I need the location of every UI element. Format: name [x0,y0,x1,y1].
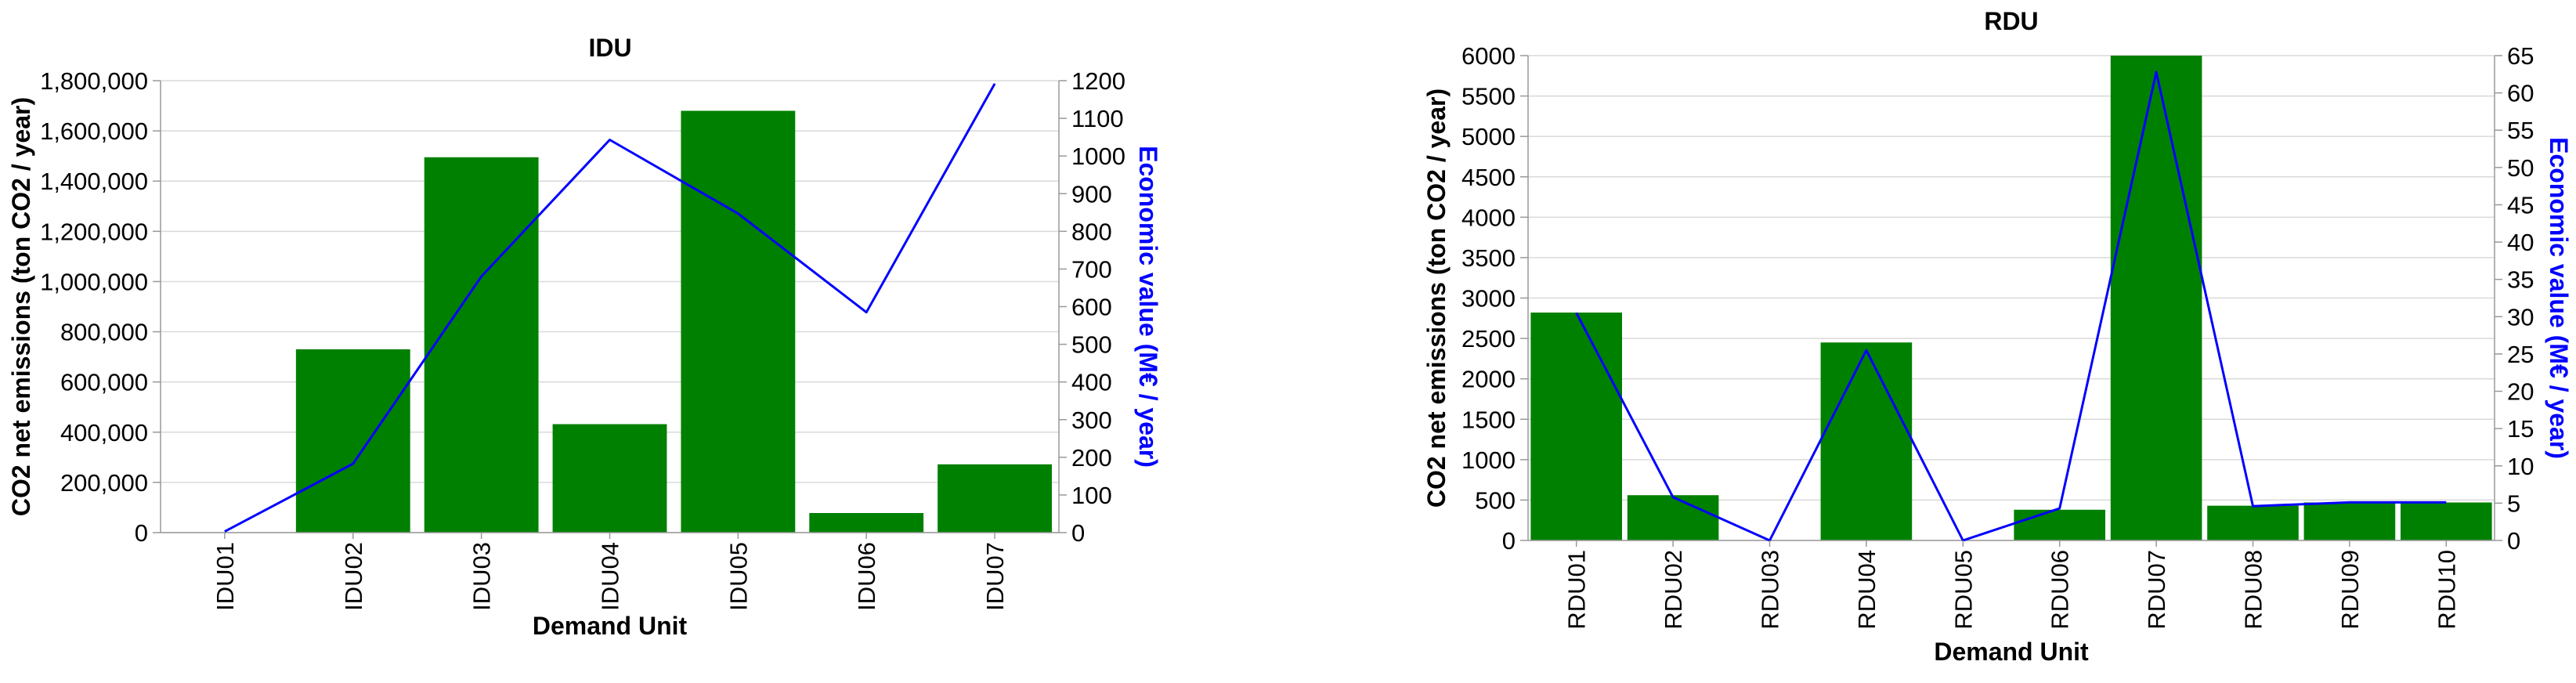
y-tick-label: 1,200,000 [40,218,148,245]
y2-tick-label: 1100 [1071,105,1124,132]
x-tick-label-rdu03: RDU03 [1757,550,1784,630]
y-tick-label: 1500 [1461,406,1516,433]
x-tick-label-rdu02: RDU02 [1660,550,1687,630]
y2-tick-label: 40 [2507,229,2534,256]
y2-tick-label: 60 [2507,80,2534,107]
y2-tick-label: 100 [1071,482,1112,509]
bar-rdu08 [2207,505,2299,540]
rdu-chart-panel: 0500100015002000250030003500400045005000… [1422,7,2573,666]
bar-idu05 [681,110,796,533]
x-tick-label-idu07: IDU07 [981,542,1009,611]
y2-tick-label: 800 [1071,218,1112,245]
idu-chart-panel: 0 200,000 400,000 600,000 800,000 1,000,000 1,… [7,34,1162,640]
x-tick-label-rdu04: RDU04 [1853,550,1881,630]
y-tick-label: 0 [135,519,148,547]
y2-tick-label: 55 [2507,117,2534,144]
chart-title: RDU [1984,7,2038,35]
bar-rdu07 [2110,56,2202,540]
y2-tick-label: 45 [2507,191,2534,219]
y2-tick-label: 1200 [1071,67,1125,95]
chart-title: IDU [588,34,631,62]
x-tick-label-idu04: IDU04 [597,542,624,611]
y-tick-label: 400,000 [60,419,148,446]
y-axis-label: CO2 net emissions (ton CO2 / year) [1422,89,1451,508]
y-tick-label: 2500 [1461,325,1516,352]
bar-idu02 [295,349,410,533]
y2-tick-label: 0 [1071,519,1085,547]
y2-tick-label: 900 [1071,180,1112,208]
y-tick-label: 3500 [1461,244,1516,272]
bar-idu06 [809,512,924,533]
y2-tick-label: 25 [2507,341,2534,368]
y-axis-label: CO2 net emissions (ton CO2 / year) [7,97,35,516]
y2-tick-label: 500 [1071,331,1112,359]
bar-idu04 [552,424,667,533]
bar-rdu06 [2014,509,2106,540]
y2-tick-label: 700 [1071,255,1112,283]
y2-tick-label: 50 [2507,154,2534,182]
y-tick-label: 3000 [1461,285,1516,313]
y-tick-label: 5000 [1461,123,1516,150]
y-tick-label: 200,000 [60,469,148,497]
x-tick-label-idu05: IDU05 [724,542,752,611]
y-tick-label: 2000 [1461,366,1516,393]
y-tick-label: 1,000,000 [40,268,148,295]
y-tick-label: 600,000 [60,369,148,396]
economic-value-line [224,83,996,533]
y2-tick-label: 1000 [1071,143,1125,170]
y-tick-label: 0 [1502,527,1516,555]
bar-idu07 [938,464,1052,533]
x-tick-label-rdu06: RDU06 [2047,550,2074,630]
y-tick-label: 1,800,000 [40,67,148,95]
x-tick-label-rdu08: RDU08 [2240,550,2267,630]
x-tick-label-idu06: IDU06 [853,542,880,611]
bar-rdu02 [1627,495,1719,540]
y-tick-label: 1,600,000 [40,117,148,145]
x-axis-label: Demand Unit [533,612,688,640]
y-tick-label: 800,000 [60,319,148,346]
y-tick-label: 5500 [1461,83,1516,110]
y-tick-label: 500 [1475,486,1516,514]
bar-rdu04 [1820,342,1913,540]
x-tick-label-rdu07: RDU07 [2143,550,2170,630]
y2-tick-label: 20 [2507,378,2534,406]
y2-tick-label: 35 [2507,266,2534,294]
y2-tick-label: 0 [2507,527,2520,555]
x-tick-label-rdu05: RDU05 [1949,550,1977,630]
y2-tick-label: 65 [2507,42,2534,70]
y2-axis-label: Economic value (M€ / year) [2545,137,2573,459]
y2-tick-label: 15 [2507,415,2534,443]
bar-rdu09 [2303,502,2396,540]
y2-tick-label: 200 [1071,444,1112,472]
x-tick-label-idu02: IDU02 [340,542,367,611]
y-tick-label: 4000 [1461,204,1516,231]
bar-rdu01 [1530,313,1623,540]
x-tick-label-idu03: IDU03 [468,542,496,611]
x-tick-label-idu01: IDU01 [211,542,239,611]
y-tick-label: 4500 [1461,164,1516,191]
y2-tick-label: 400 [1071,369,1112,396]
y2-tick-label: 30 [2507,303,2534,331]
bar-idu03 [424,157,539,533]
y2-tick-label: 300 [1071,407,1112,434]
y2-tick-label: 5 [2507,490,2520,517]
economic-value-line [1575,70,2447,542]
x-tick-label-rdu01: RDU01 [1563,550,1591,630]
y-tick-label: 1000 [1461,446,1516,474]
bar-rdu10 [2400,502,2492,540]
y2-tick-label: 600 [1071,294,1112,321]
y2-tick-label: 10 [2507,453,2534,480]
x-tick-label-rdu09: RDU09 [2336,550,2364,630]
y-tick-label: 1,400,000 [40,168,148,195]
x-tick-label-rdu10: RDU10 [2433,550,2460,630]
x-axis-label: Demand Unit [1934,638,2089,666]
y2-axis-label: Economic value (M€ / year) [1134,146,1162,468]
y-tick-label: 6000 [1461,42,1516,70]
